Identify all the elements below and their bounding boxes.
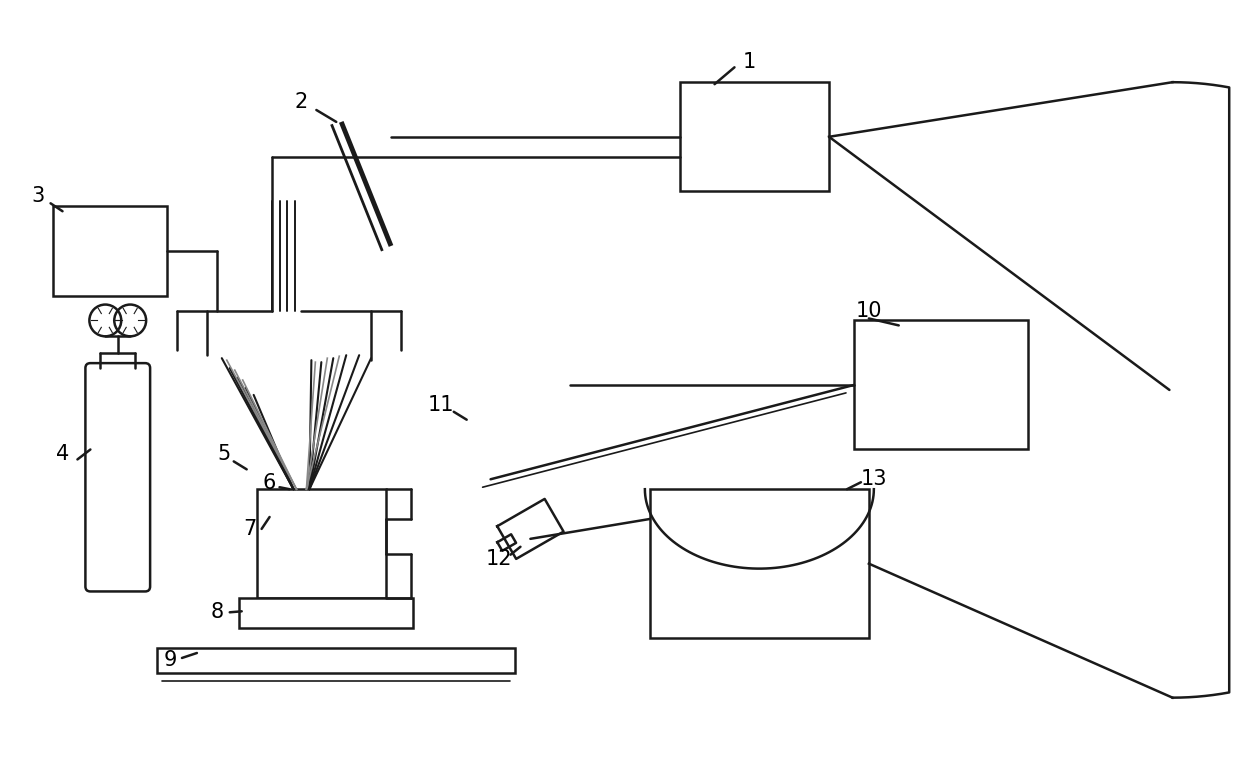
Text: 12: 12 [486, 549, 512, 568]
Text: 2: 2 [295, 92, 309, 112]
Text: 13: 13 [861, 470, 887, 489]
Text: 10: 10 [856, 301, 882, 320]
FancyBboxPatch shape [680, 82, 829, 191]
FancyBboxPatch shape [256, 489, 387, 598]
Text: 9: 9 [164, 650, 177, 670]
Text: 3: 3 [31, 186, 45, 206]
FancyBboxPatch shape [157, 648, 515, 673]
Text: 6: 6 [263, 473, 276, 493]
Text: 5: 5 [217, 444, 230, 464]
FancyBboxPatch shape [854, 320, 1028, 450]
FancyBboxPatch shape [85, 363, 150, 591]
FancyBboxPatch shape [52, 206, 167, 295]
Text: 4: 4 [56, 444, 69, 464]
Text: 7: 7 [243, 519, 256, 539]
FancyBboxPatch shape [239, 598, 413, 628]
Text: 8: 8 [211, 602, 223, 622]
Text: 11: 11 [427, 395, 453, 415]
Text: 1: 1 [743, 53, 756, 72]
FancyBboxPatch shape [650, 489, 869, 638]
